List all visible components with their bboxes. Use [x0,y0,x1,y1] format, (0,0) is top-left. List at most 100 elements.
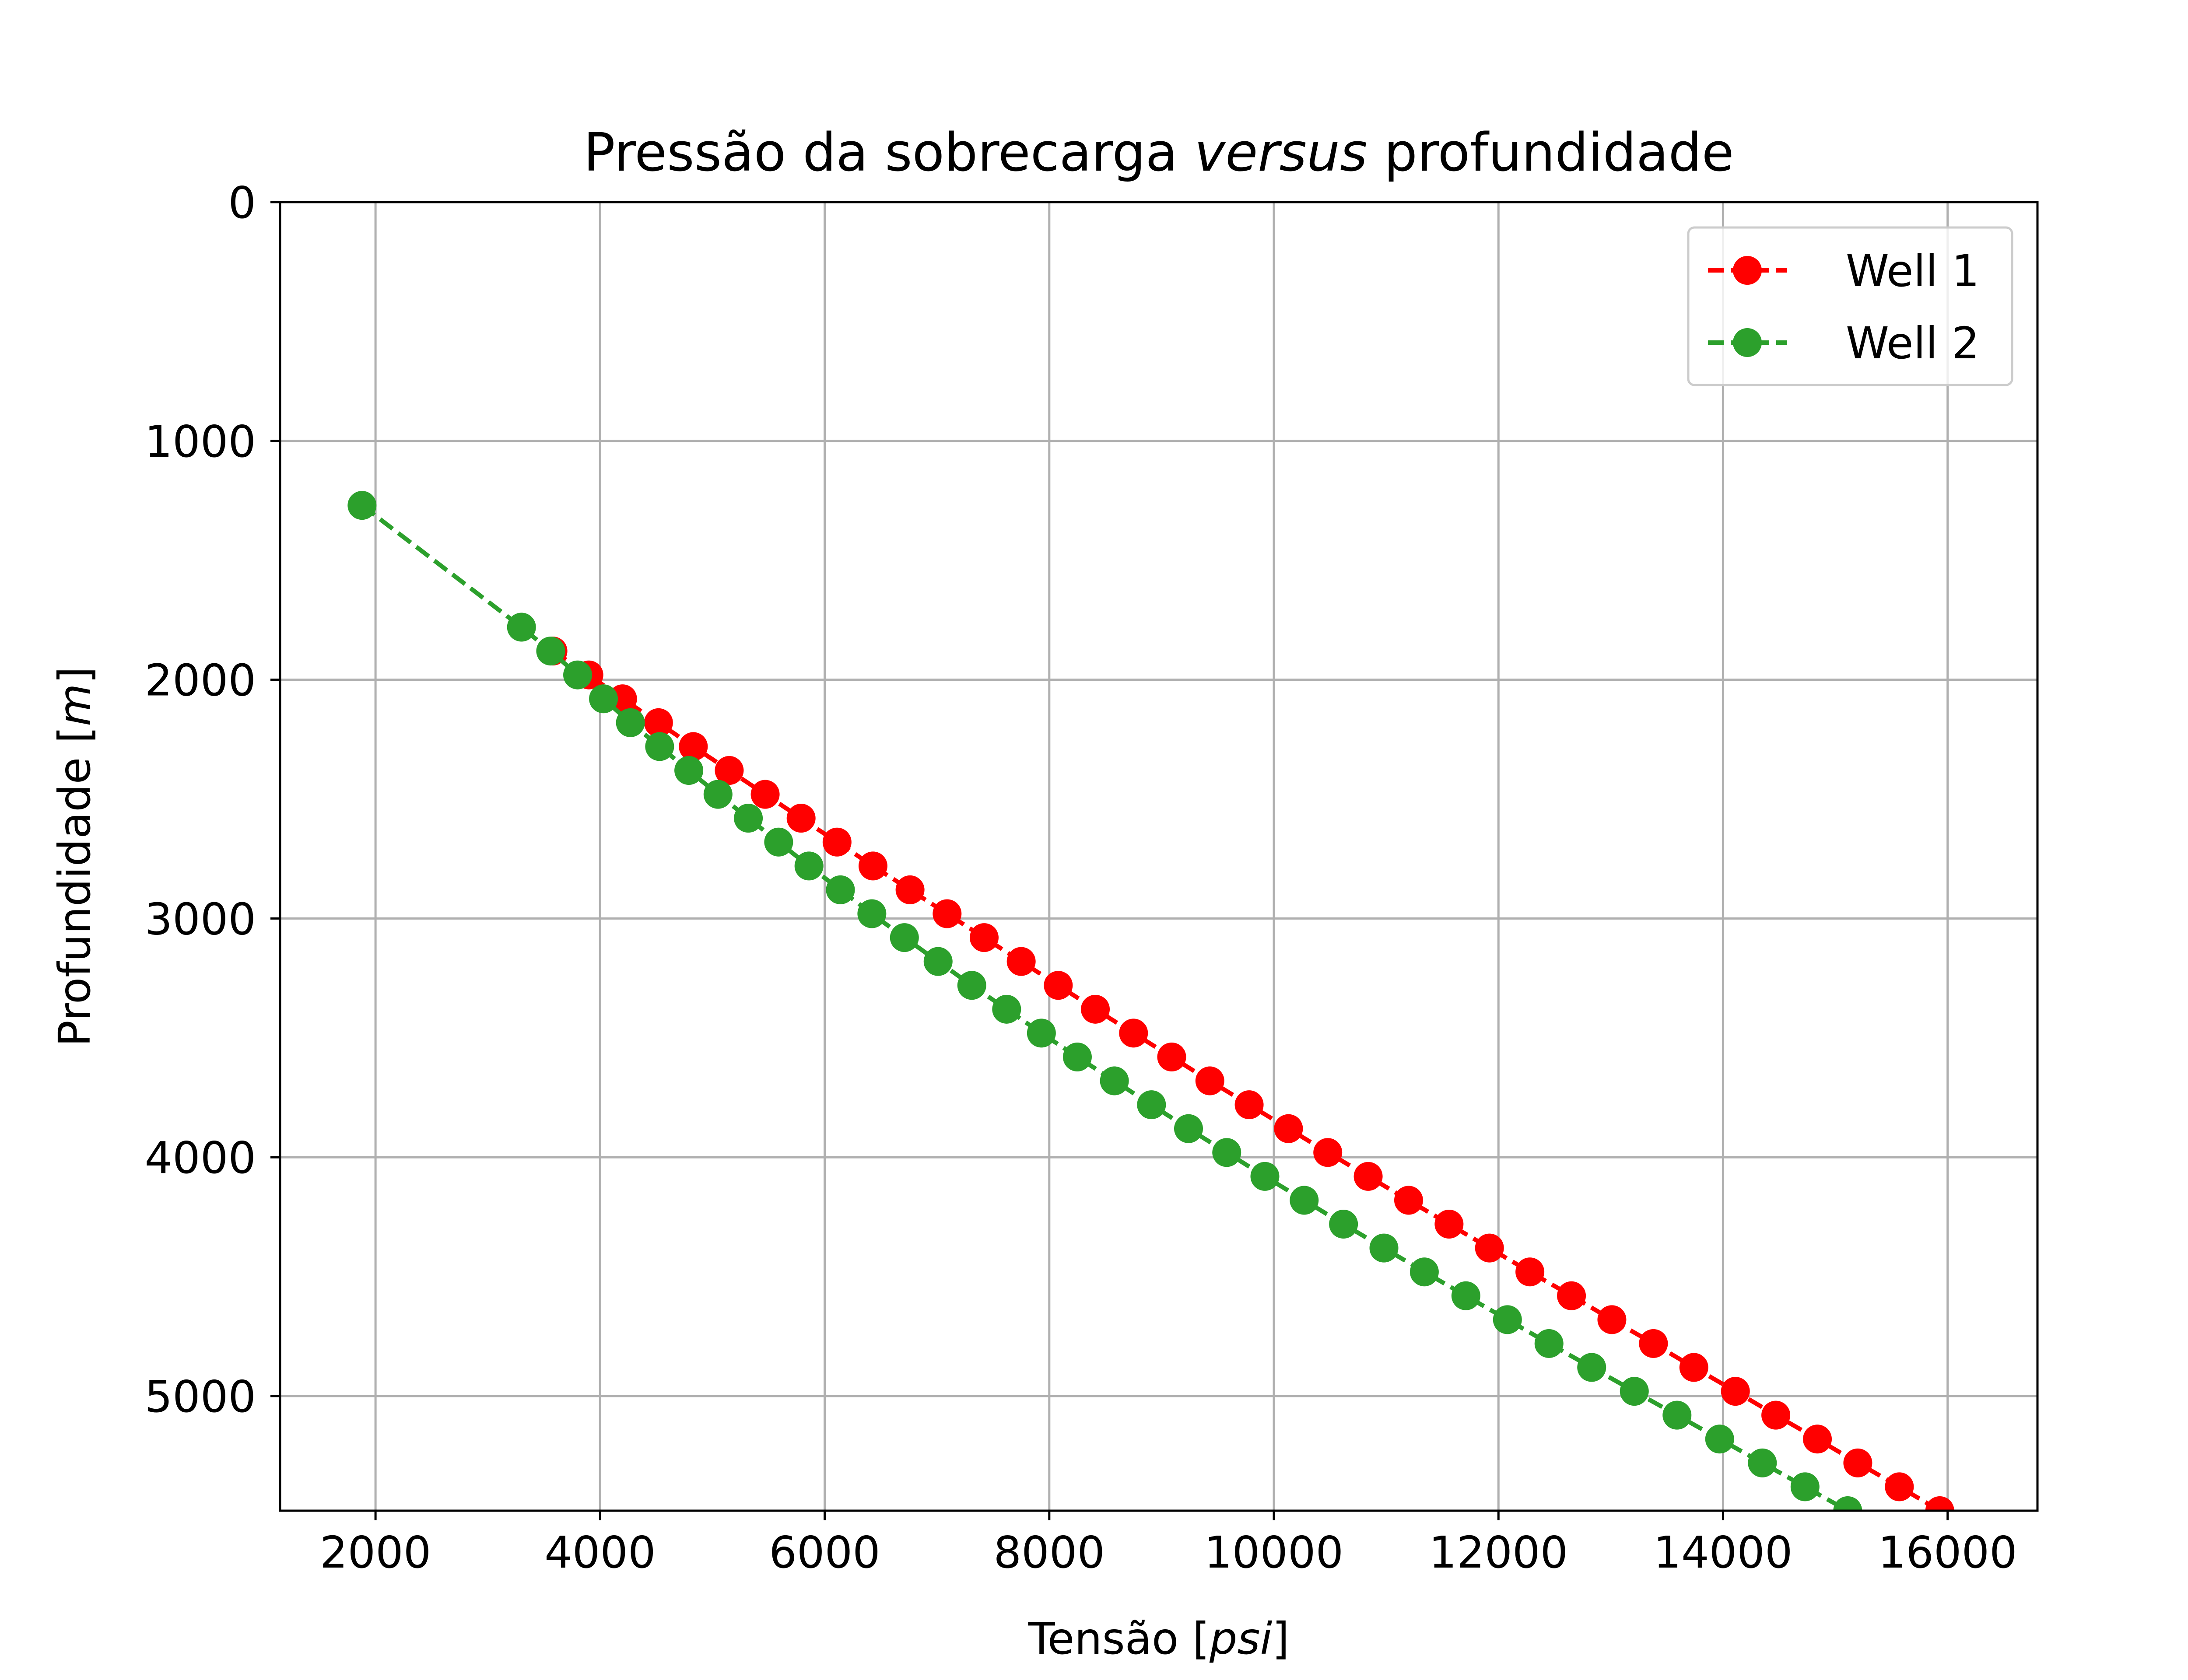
data-point-series-2 [1329,1210,1358,1239]
x-tick-label: 8000 [994,1527,1105,1578]
data-point-series-1 [1475,1233,1504,1263]
x-tick-label: 14000 [1653,1527,1792,1578]
x-tick-label: 10000 [1204,1527,1343,1578]
data-point-series-2 [857,899,887,928]
data-point-series-2 [674,756,704,785]
data-point-series-2 [957,971,986,1000]
data-point-series-2 [826,875,855,904]
legend-label: Well 2 [1846,318,1980,369]
data-point-series-2 [1620,1377,1649,1406]
data-point-series-2 [536,637,565,666]
data-point-series-2 [992,994,1021,1024]
plot-area [347,491,1954,1511]
x-tick-label: 4000 [544,1527,656,1578]
data-point-series-1 [1006,947,1036,976]
data-point-series-2 [1290,1186,1319,1215]
data-point-series-1 [1885,1472,1914,1502]
y-tick-label: 5000 [145,1371,256,1422]
data-point-series-1 [1394,1186,1423,1215]
data-point-series-2 [1833,1496,1862,1511]
data-point-series-2 [1662,1400,1692,1430]
x-tick-label: 2000 [320,1527,431,1578]
label-part: ] [1272,1613,1289,1664]
y-tick-label: 0 [228,177,256,228]
legend: Well 1 Well 2 [1687,226,2013,386]
data-point-series-2 [1212,1138,1241,1167]
data-point-series-2 [1174,1114,1203,1143]
data-point-series-1 [1843,1448,1872,1477]
data-point-series-1 [1597,1305,1627,1334]
legend-label: Well 1 [1846,245,1980,297]
data-point-series-1 [1434,1210,1464,1239]
data-point-series-1 [644,708,673,737]
data-point-series-2 [1790,1472,1820,1502]
data-point-series-2 [923,947,953,976]
data-point-series-2 [1577,1353,1606,1382]
y-tick-label: 1000 [145,416,256,467]
data-point-series-2 [1100,1066,1129,1096]
data-point-series-2 [794,851,824,881]
data-point-series-1 [1119,1018,1148,1048]
data-point-series-1 [1515,1257,1545,1287]
label-part: profundidade [1368,122,1734,183]
data-point-series-2 [1534,1329,1564,1358]
data-point-series-1 [1639,1329,1668,1358]
legend-marker [1733,256,1762,285]
data-point-series-1 [750,780,780,809]
x-axis-label: Tensão [psi] [1028,1613,1290,1664]
data-point-series-2 [1451,1281,1480,1310]
data-point-series-2 [1027,1018,1056,1048]
data-point-series-2 [1062,1042,1092,1071]
data-point-series-2 [1137,1090,1166,1120]
data-point-series-2 [1705,1424,1734,1454]
y-axis-label: Profundidade [m] [49,667,100,1047]
data-point-series-1 [1679,1353,1708,1382]
data-point-series-1 [933,899,962,928]
data-point-series-1 [858,851,887,881]
x-tick-label: 6000 [769,1527,880,1578]
data-point-series-1 [895,875,925,904]
data-point-series-1 [1081,994,1110,1024]
data-point-series-1 [1234,1090,1264,1120]
data-point-series-1 [786,804,816,833]
data-point-series-2 [890,923,919,952]
data-point-series-1 [1157,1042,1186,1071]
data-point-series-2 [764,827,793,857]
legend-box [1687,226,2013,386]
data-point-series-1 [1721,1377,1750,1406]
label-part: m [49,684,100,726]
data-point-series-2 [734,804,763,833]
data-point-series-2 [1369,1233,1399,1263]
data-point-series-1 [1353,1162,1383,1191]
grid [280,201,2037,1511]
data-point-series-1 [1313,1138,1343,1167]
data-point-series-2 [703,780,733,809]
data-point-series-2 [1748,1448,1777,1477]
axis-ticks: 2000 4000 6000 8000 10000 12000 14000 16000 0 100… [145,177,2017,1578]
data-point-series-1 [1195,1066,1224,1096]
label-part: Pressão da sobrecarga [583,122,1194,183]
data-point-series-1 [1803,1424,1832,1454]
data-point-series-1 [1557,1281,1586,1310]
label-part: ] [49,667,100,684]
data-point-series-2 [1250,1162,1280,1191]
data-point-series-2 [347,491,377,520]
data-point-series-2 [507,612,536,642]
data-point-series-2 [589,684,618,714]
data-point-series-2 [563,660,593,690]
y-tick-label: 2000 [145,655,256,706]
y-tick-label: 4000 [145,1132,256,1183]
data-point-series-2 [1493,1305,1522,1334]
label-part: Profundidade [ [49,726,100,1046]
label-part: Tensão [ [1028,1613,1210,1664]
data-point-series-2 [645,732,674,761]
data-point-series-1 [1761,1400,1791,1430]
data-point-series-1 [1925,1496,1954,1511]
x-tick-label: 12000 [1429,1527,1568,1578]
x-tick-label: 16000 [1878,1527,2017,1578]
y-tick-label: 3000 [145,893,256,945]
data-point-series-1 [969,923,999,952]
data-point-series-1 [1044,971,1073,1000]
label-part: versus [1194,122,1367,183]
